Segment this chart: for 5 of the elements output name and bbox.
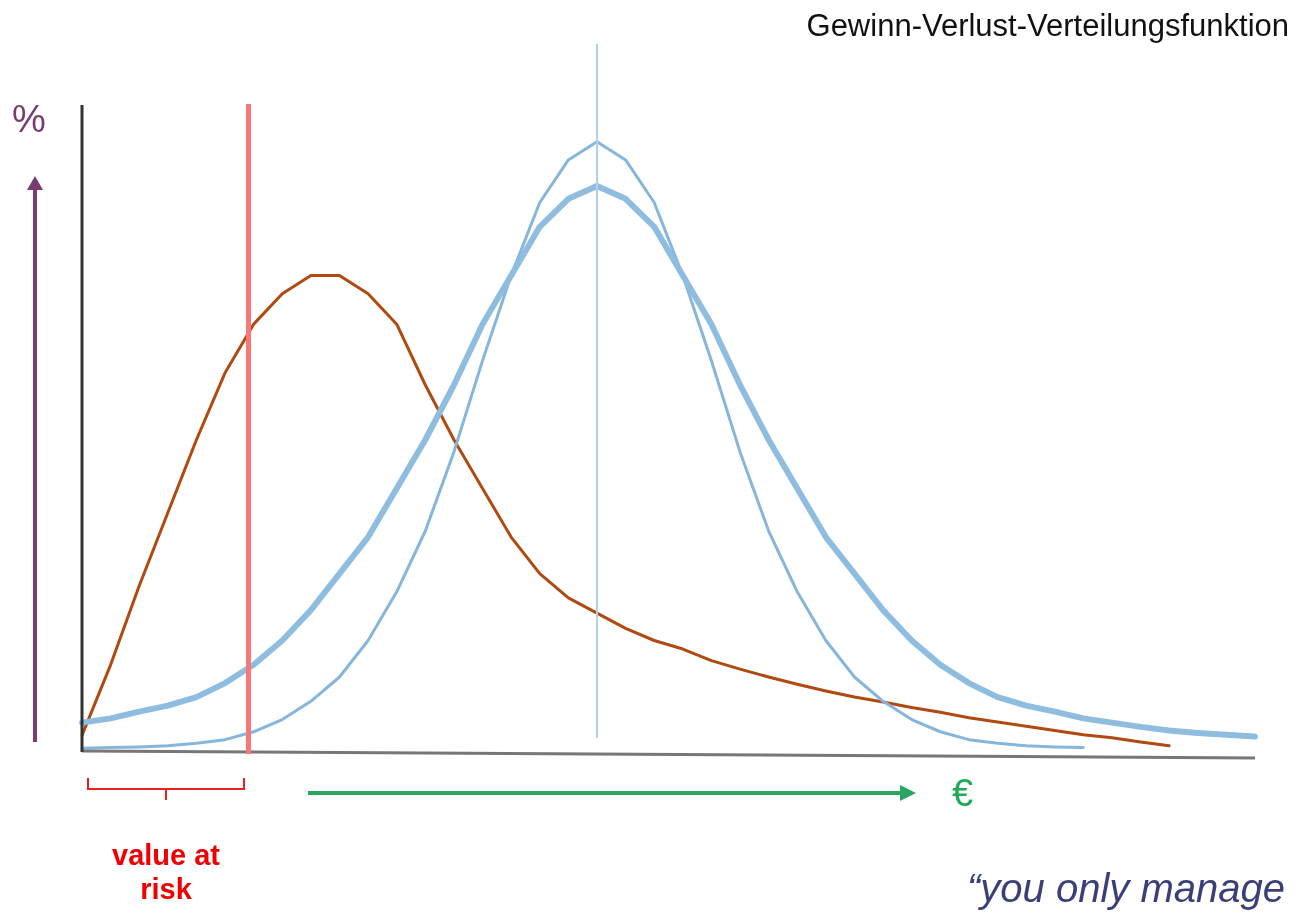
text: value at risk [111,838,221,906]
y-axis-title: % [12,98,46,141]
chart-title: Gewinn-Verlust-Verteilungsfunktion [806,8,1289,44]
x-axis-title: € [952,772,974,815]
text: “you only manage [967,866,1285,911]
